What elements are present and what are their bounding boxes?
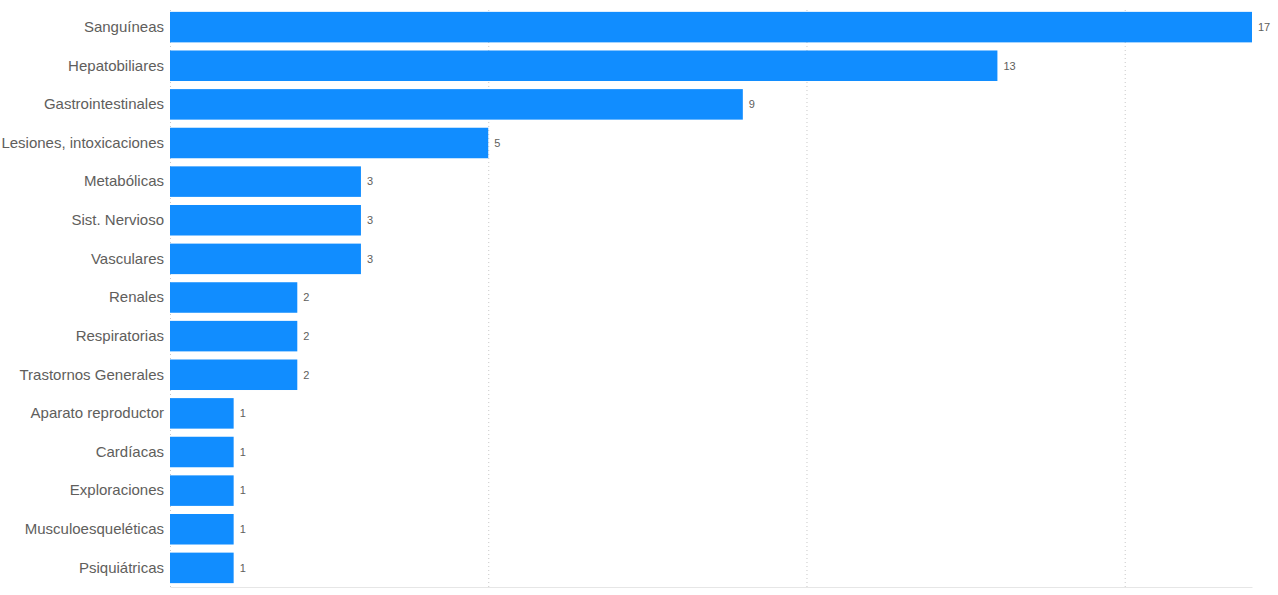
data-label: 1 <box>240 446 246 458</box>
x-axis <box>171 8 1253 588</box>
data-label: 2 <box>303 291 309 303</box>
y-tick: Renales <box>109 288 164 305</box>
bar <box>170 514 234 545</box>
y-tick: Lesiones, intoxicaciones <box>1 134 164 151</box>
y-tick-label: Vasculares <box>91 250 164 267</box>
data-label: 1 <box>240 523 246 535</box>
grid-line <box>1125 8 1126 587</box>
data-label: 3 <box>367 175 373 187</box>
y-tick-label: Trastornos Generales <box>19 366 164 383</box>
x-tick <box>806 8 807 587</box>
plot: Sanguíneas Hepatobiliares Gastrointestinal… <box>1 8 1270 588</box>
chart: Sanguíneas Hepatobiliares Gastrointestinal… <box>0 0 1278 595</box>
y-tick-label: Cardíacas <box>96 443 164 460</box>
bar <box>170 321 297 352</box>
bar <box>170 398 234 429</box>
bar <box>170 12 1252 43</box>
bar <box>170 475 234 506</box>
y-tick-label: Sanguíneas <box>84 18 164 35</box>
y-tick-label: Gastrointestinales <box>44 95 164 112</box>
bar <box>170 282 297 313</box>
bars <box>170 12 1252 583</box>
bar <box>170 437 234 468</box>
bar <box>170 244 361 275</box>
y-tick-label: Aparato reproductor <box>31 404 164 421</box>
y-tick-label: Exploraciones <box>70 481 164 498</box>
data-label: 17 <box>1258 21 1270 33</box>
x-tick <box>1125 8 1126 587</box>
data-label: 3 <box>367 214 373 226</box>
y-tick: Trastornos Generales <box>19 366 164 383</box>
data-label: 1 <box>240 407 246 419</box>
y-tick: Hepatobiliares <box>68 57 164 74</box>
y-tick: Cardíacas <box>96 443 164 460</box>
data-label: 2 <box>303 369 309 381</box>
x-axis-line <box>171 587 1253 588</box>
data-label: 5 <box>494 137 500 149</box>
y-tick-label: Respiratorias <box>76 327 164 344</box>
data-labels: 17 13 9 5 3 3 3 2 2 2 1 1 1 1 1 <box>240 21 1271 574</box>
data-label: 2 <box>303 330 309 342</box>
y-tick: Musculoesqueléticas <box>25 520 164 537</box>
data-label: 9 <box>749 98 755 110</box>
data-label: 13 <box>1003 60 1015 72</box>
y-tick-label: Psiquiátricas <box>79 559 164 576</box>
y-tick-label: Renales <box>109 288 164 305</box>
y-tick-label: Metabólicas <box>84 172 164 189</box>
y-tick: Sist. Nervioso <box>71 211 164 228</box>
bar <box>170 359 297 390</box>
data-label: 1 <box>240 484 246 496</box>
bar <box>170 205 361 236</box>
y-tick: Sanguíneas <box>84 18 164 35</box>
bar <box>170 89 743 120</box>
y-tick: Metabólicas <box>84 172 164 189</box>
y-tick-label: Sist. Nervioso <box>71 211 164 228</box>
y-tick: Vasculares <box>91 250 164 267</box>
y-tick: Exploraciones <box>70 481 164 498</box>
bar <box>170 128 488 159</box>
y-tick-label: Musculoesqueléticas <box>25 520 164 537</box>
y-tick: Respiratorias <box>76 327 164 344</box>
y-tick: Psiquiátricas <box>79 559 164 576</box>
data-label: 3 <box>367 253 373 265</box>
bar <box>170 50 997 81</box>
bar <box>170 166 361 197</box>
y-tick: Aparato reproductor <box>31 404 164 421</box>
bar <box>170 553 234 584</box>
data-label: 1 <box>240 562 246 574</box>
grid-line <box>806 8 807 587</box>
y-tick-label: Hepatobiliares <box>68 57 164 74</box>
y-axis: Sanguíneas Hepatobiliares Gastrointestinal… <box>1 18 164 576</box>
y-tick-label: Lesiones, intoxicaciones <box>1 134 164 151</box>
y-tick: Gastrointestinales <box>44 95 164 112</box>
